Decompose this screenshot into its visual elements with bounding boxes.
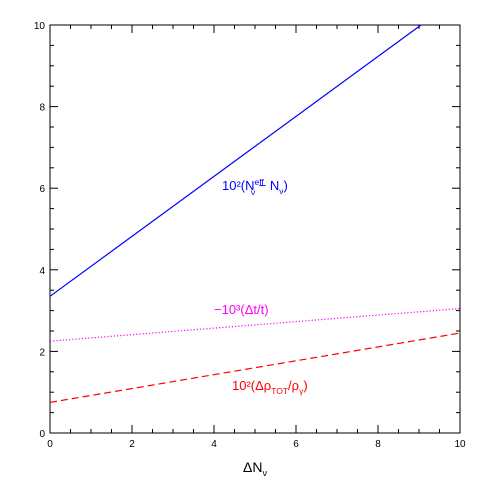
x-tick-label: 10: [454, 439, 466, 450]
x-tick-label: 8: [375, 439, 381, 450]
y-tick-label: 0: [39, 429, 45, 440]
series-line-dashed: [49, 332, 461, 403]
y-tick-label: 8: [39, 103, 45, 114]
annotation-dt: −10³(Δt/t): [214, 302, 269, 317]
annotation-neff: 10²(Neff ν − Nν): [222, 177, 288, 197]
axis-ticks: [49, 24, 461, 434]
annotation-drho: 10²(ΔρTOT/ργ): [232, 378, 308, 396]
axis-tick-labels: 0 2 4 6 8 10 0 2 4 6 8 10: [34, 21, 466, 450]
y-tick-label: 4: [39, 266, 45, 277]
series-line-dotted: [49, 307, 461, 342]
series-line-solid: [49, 24, 422, 297]
x-tick-label: 2: [129, 439, 135, 450]
x-tick-label: 4: [211, 439, 217, 450]
x-axis-title: ΔNν: [243, 459, 267, 478]
y-tick-label: 2: [39, 347, 45, 358]
series-layer: [49, 24, 461, 403]
x-tick-label: 6: [293, 439, 299, 450]
plot-frame: [49, 24, 461, 434]
y-tick-label: 10: [34, 21, 46, 32]
x-tick-label: 0: [47, 439, 53, 450]
y-tick-label: 6: [39, 184, 45, 195]
